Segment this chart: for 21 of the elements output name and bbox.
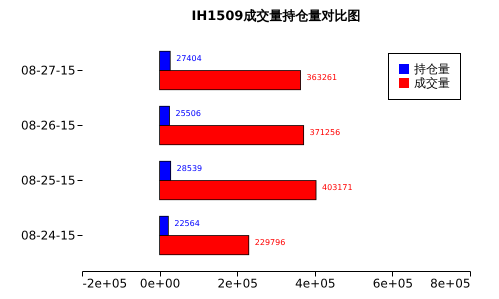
legend-label: 成交量 bbox=[414, 76, 450, 90]
data-label: 27404 bbox=[176, 54, 202, 63]
chart-title: IH1509成交量持仓量对比图 bbox=[192, 8, 360, 24]
x-tick-label: 6e+05 bbox=[372, 276, 414, 290]
data-label: 22564 bbox=[174, 218, 200, 228]
y-tick-label: 08-25-15 bbox=[21, 174, 76, 188]
data-label: 229796 bbox=[254, 238, 286, 248]
x-tick-label: 4e+05 bbox=[295, 276, 336, 290]
y-tick-label: 08-24-15 bbox=[21, 228, 76, 242]
data-label: 25506 bbox=[175, 108, 201, 118]
x-tick-label: 8e+05 bbox=[430, 276, 470, 290]
x-tick-label: 0e+00 bbox=[140, 276, 180, 290]
data-label: 403171 bbox=[322, 183, 353, 192]
data-label: 28539 bbox=[176, 164, 202, 173]
y-tick-label: 08-27-15 bbox=[21, 64, 76, 78]
data-label: 371256 bbox=[310, 128, 340, 138]
x-tick-label: -2e+05 bbox=[82, 276, 128, 290]
data-label: 363261 bbox=[306, 73, 338, 82]
y-tick-label: 08-26-15 bbox=[21, 118, 76, 132]
x-tick-label: 2e+05 bbox=[218, 276, 258, 290]
legend-label: 持仓量 bbox=[414, 62, 450, 76]
